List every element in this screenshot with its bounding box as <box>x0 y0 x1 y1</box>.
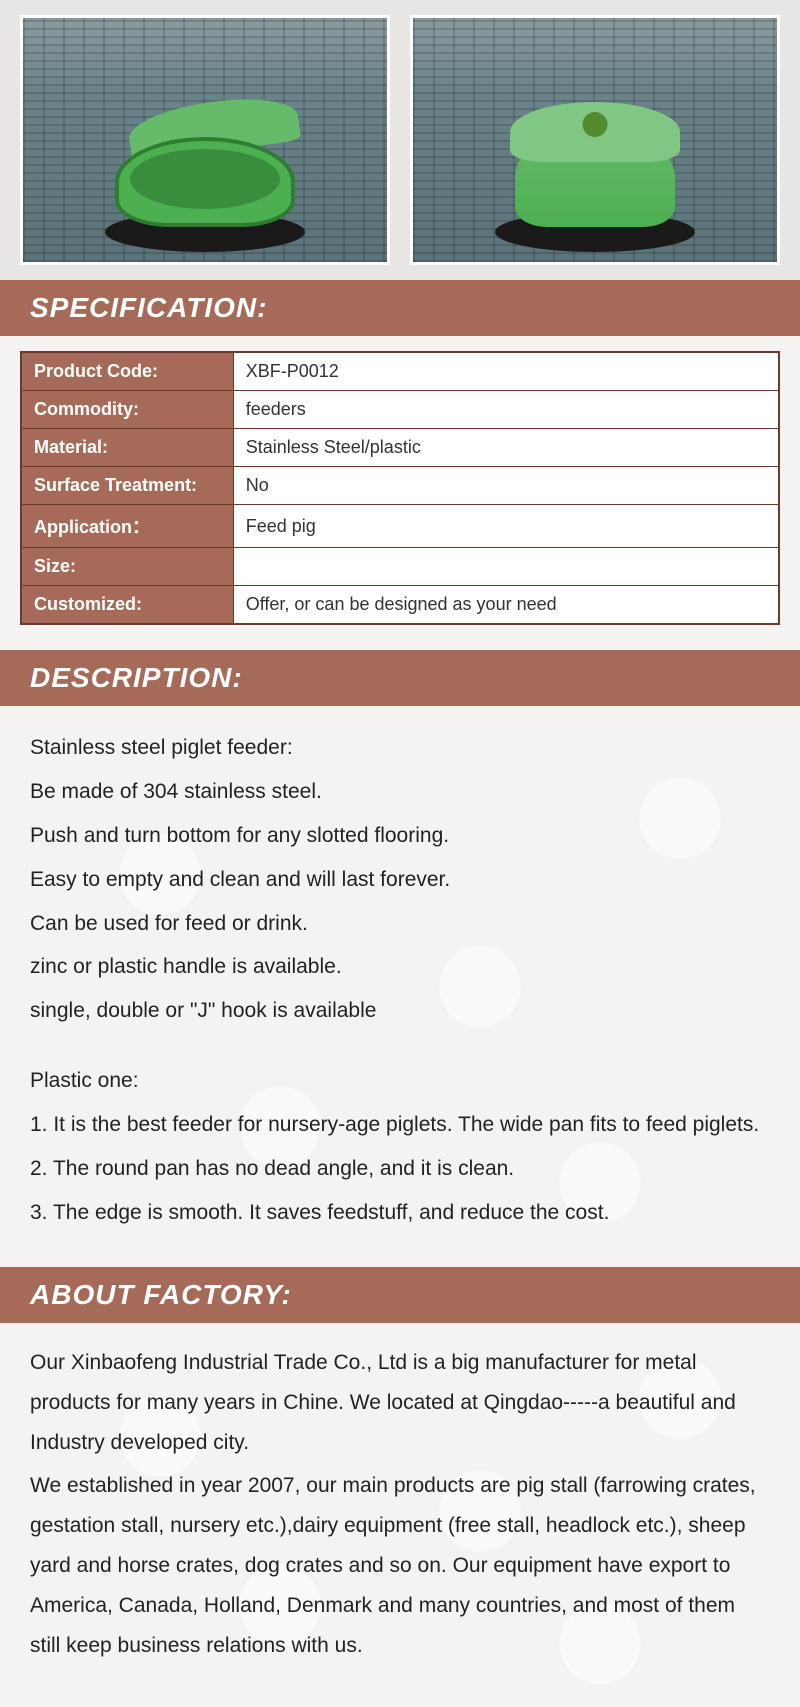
desc-line: Push and turn bottom for any slotted flo… <box>30 816 770 856</box>
table-row: Material:Stainless Steel/plastic <box>21 429 779 467</box>
specification-table: Product Code:XBF-P0012 Commodity:feeders… <box>20 351 780 625</box>
desc-plastic-head: Plastic one: <box>30 1061 770 1101</box>
spec-value: XBF-P0012 <box>233 352 779 391</box>
desc-line: Can be used for feed or drink. <box>30 904 770 944</box>
description-body: Stainless steel piglet feeder: Be made o… <box>0 706 800 1267</box>
about-factory-body: Our Xinbaofeng Industrial Trade Co., Ltd… <box>0 1323 800 1700</box>
desc-plastic-line: 2. The round pan has no dead angle, and … <box>30 1149 770 1189</box>
desc-line: Stainless steel piglet feeder: <box>30 728 770 768</box>
about-paragraph: We established in year 2007, our main pr… <box>30 1466 770 1665</box>
product-image-row <box>0 0 800 280</box>
description-title: DESCRIPTION: <box>0 650 800 706</box>
spec-label: Product Code: <box>21 352 233 391</box>
spec-label: Commodity: <box>21 391 233 429</box>
product-image-closed <box>410 15 780 265</box>
spec-label: Surface Treatment: <box>21 467 233 505</box>
desc-plastic-line: 1. It is the best feeder for nursery-age… <box>30 1105 770 1145</box>
about-paragraph: Our Xinbaofeng Industrial Trade Co., Ltd… <box>30 1343 770 1463</box>
specification-title: SPECIFICATION: <box>0 280 800 336</box>
spec-label: Material: <box>21 429 233 467</box>
desc-plastic-line: 3. The edge is smooth. It saves feedstuf… <box>30 1193 770 1233</box>
specification-section: SPECIFICATION: Product Code:XBF-P0012 Co… <box>0 280 800 650</box>
product-image-open <box>20 15 390 265</box>
table-row: Commodity:feeders <box>21 391 779 429</box>
table-row: Size: <box>21 548 779 586</box>
spec-label: Application： <box>21 505 233 548</box>
spec-value: Feed pig <box>233 505 779 548</box>
spec-value <box>233 548 779 586</box>
spec-label: Customized: <box>21 586 233 625</box>
desc-line: Be made of 304 stainless steel. <box>30 772 770 812</box>
spec-value: Stainless Steel/plastic <box>233 429 779 467</box>
spec-label: Size: <box>21 548 233 586</box>
spec-value: feeders <box>233 391 779 429</box>
about-factory-title: ABOUT FACTORY: <box>0 1267 800 1323</box>
table-row: Product Code:XBF-P0012 <box>21 352 779 391</box>
desc-line: Easy to empty and clean and will last fo… <box>30 860 770 900</box>
desc-line: single, double or "J" hook is available <box>30 991 770 1031</box>
table-row: Surface Treatment:No <box>21 467 779 505</box>
table-row: Customized:Offer, or can be designed as … <box>21 586 779 625</box>
table-row: Application：Feed pig <box>21 505 779 548</box>
spec-value: No <box>233 467 779 505</box>
spec-value: Offer, or can be designed as your need <box>233 586 779 625</box>
desc-line: zinc or plastic handle is available. <box>30 947 770 987</box>
